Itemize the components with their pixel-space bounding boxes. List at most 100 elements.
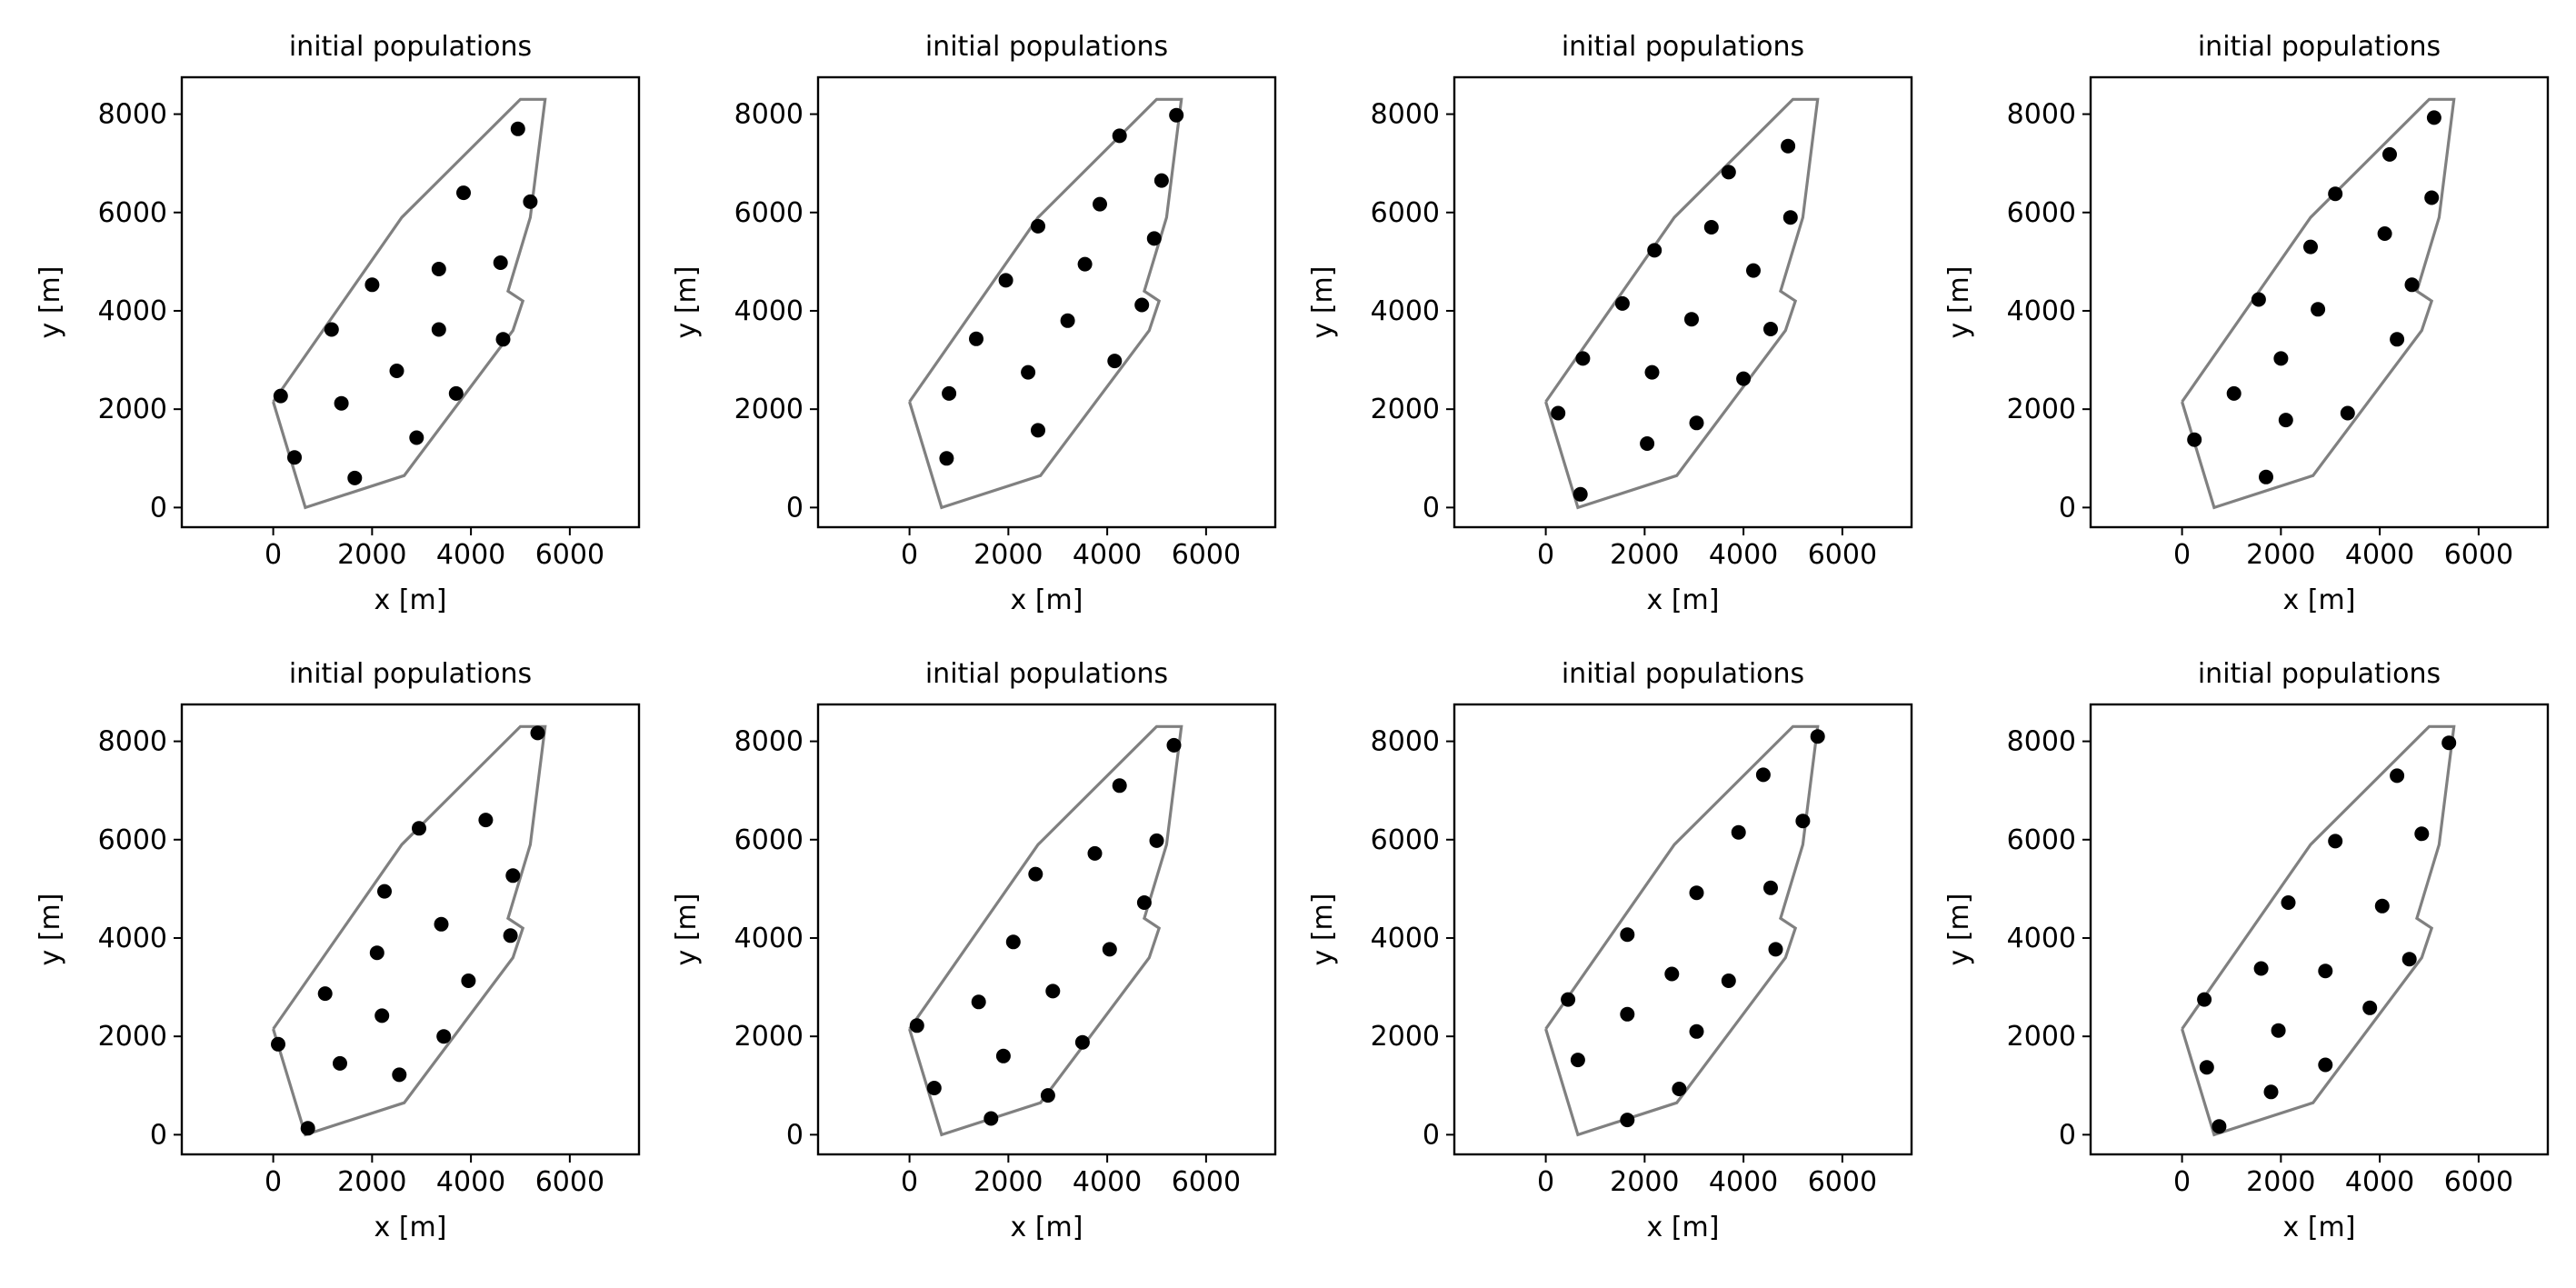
population-point [317, 986, 333, 1002]
population-point [1040, 1088, 1055, 1103]
y-tick-label: 0 [150, 1119, 167, 1151]
y-tick-label: 8000 [734, 99, 804, 131]
subplot-4: initial populations 0 2000 4000 6000 0 2000 400… [1943, 31, 2550, 616]
x-axis-label: x [m] [374, 1212, 447, 1243]
y-tick-label: 8000 [734, 726, 804, 758]
x-tick-label: 4000 [2345, 1166, 2414, 1198]
population-point [300, 1121, 315, 1136]
population-point [2251, 292, 2266, 307]
y-tick-label: 4000 [1371, 295, 1440, 327]
population-point [431, 322, 446, 337]
population-point [2318, 964, 2333, 979]
axes-frame [1453, 703, 1913, 1156]
y-axis-label: y [m] [1943, 894, 1975, 966]
x-tick-label: 0 [901, 539, 918, 571]
population-point [1795, 814, 1811, 829]
population-point [2318, 1057, 2333, 1073]
population-point [478, 813, 494, 828]
population-point [493, 255, 508, 270]
x-tick-label: 0 [1537, 1166, 1554, 1198]
y-tick-label: 6000 [1371, 824, 1440, 856]
population-point [971, 994, 986, 1010]
y-tick-label: 0 [2059, 1119, 2076, 1151]
population-point [1112, 128, 1127, 144]
population-point [1169, 107, 1184, 123]
population-point [2263, 1084, 2279, 1100]
x-axis-label: x [m] [1011, 584, 1083, 616]
y-tick-label: 8000 [2007, 726, 2076, 758]
population-point [1614, 295, 1630, 311]
population-point [1644, 364, 1660, 380]
subplot-title: initial populations [1562, 658, 1804, 690]
population-point [2390, 768, 2405, 784]
y-axis-label: y [m] [1943, 266, 1975, 339]
y-tick-label: 6000 [2007, 197, 2076, 229]
population-point [324, 322, 339, 337]
y-tick-label: 8000 [98, 726, 167, 758]
x-axis-label: x [m] [2283, 1212, 2356, 1243]
population-point [287, 450, 302, 465]
population-point [1112, 778, 1127, 794]
population-point [1107, 354, 1123, 369]
x-tick-label: 6000 [535, 539, 604, 571]
x-tick-label: 0 [2173, 539, 2191, 571]
population-point [2303, 239, 2318, 255]
y-tick-label: 8000 [2007, 99, 2076, 131]
y-tick-label: 4000 [734, 295, 804, 327]
y-tick-label: 2000 [1371, 394, 1440, 425]
subplot-title: initial populations [2198, 658, 2441, 690]
population-point [2340, 405, 2355, 421]
population-point [2187, 432, 2202, 447]
axes-frame [1453, 75, 1913, 529]
x-tick-label: 0 [2173, 1166, 2191, 1198]
population-point [434, 916, 449, 932]
population-point [2226, 385, 2242, 401]
x-tick-label: 4000 [1073, 1166, 1142, 1198]
population-point [1755, 767, 1771, 783]
population-point [377, 884, 392, 899]
population-point [2390, 332, 2405, 347]
population-point [1684, 312, 1699, 327]
population-point [1077, 256, 1093, 272]
x-axis-label: x [m] [2283, 584, 2356, 616]
axes-frame [816, 75, 1277, 529]
x-tick-label: 2000 [973, 1166, 1043, 1198]
population-point [1721, 973, 1736, 988]
population-point [271, 1036, 285, 1052]
population-point [909, 1018, 924, 1033]
population-point [1153, 173, 1169, 188]
population-point [2328, 834, 2343, 849]
population-point [995, 1048, 1011, 1063]
population-point [1005, 934, 1021, 950]
population-point [1781, 138, 1796, 154]
y-tick-label: 6000 [98, 197, 167, 229]
population-point [1093, 196, 1107, 212]
x-tick-label: 2000 [1610, 539, 1679, 571]
x-tick-label: 4000 [1073, 539, 1142, 571]
axes-frame [180, 75, 641, 529]
subplot-2: initial populations 0 2000 4000 6000 0 2000 400… [671, 31, 1277, 616]
y-tick-label: 2000 [734, 1021, 804, 1053]
subplot-6: initial populations 0 2000 4000 6000 0 2000 400… [671, 658, 1277, 1243]
population-point [1570, 1053, 1585, 1068]
population-point [1689, 415, 1704, 431]
population-point [273, 388, 288, 404]
y-axis-label: y [m] [35, 894, 66, 966]
population-point [2253, 961, 2269, 976]
population-point [939, 451, 954, 466]
area-boundary-line [272, 97, 547, 510]
y-axis-label: y [m] [671, 894, 703, 966]
x-tick-label: 6000 [1808, 539, 1877, 571]
population-point [2374, 898, 2390, 914]
population-point [2414, 826, 2430, 842]
population-point [2441, 735, 2457, 751]
population-point [1736, 371, 1752, 386]
subplot-title: initial populations [1562, 31, 1804, 63]
population-point [1620, 1006, 1635, 1022]
population-point [942, 385, 957, 401]
population-point [1689, 885, 1704, 901]
subplot-title: initial populations [2198, 31, 2441, 63]
population-point [1763, 322, 1778, 336]
x-tick-label: 4000 [1709, 1166, 1778, 1198]
